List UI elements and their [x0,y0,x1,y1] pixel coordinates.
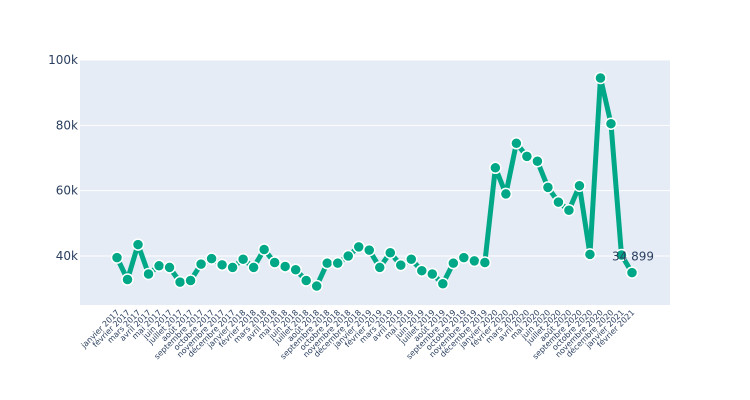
data-point[interactable] [625,266,639,279]
data-point[interactable] [184,274,197,287]
data-point[interactable] [604,117,618,130]
data-point[interactable] [531,155,544,168]
data-point[interactable] [278,260,292,273]
data-point[interactable] [121,273,134,286]
data-point[interactable] [236,253,250,266]
data-point[interactable] [615,248,628,262]
data-point[interactable] [152,259,166,273]
data-point[interactable] [320,256,334,270]
data-point[interactable] [447,256,460,270]
data-point[interactable] [247,261,260,274]
data-point[interactable] [489,161,502,175]
data-point[interactable] [436,277,450,291]
data-point[interactable] [562,204,576,217]
data-point[interactable] [163,261,176,274]
y-tick-label: 60k [56,184,78,198]
data-point[interactable] [194,257,208,271]
data-point[interactable] [173,275,187,289]
y-tick-label: 100k [48,53,78,67]
data-point[interactable] [510,137,523,150]
y-axis-ticks: 40k 60k 80k 100k [48,53,78,263]
data-point[interactable] [573,179,586,193]
data-point[interactable] [373,261,387,274]
series-markers [110,71,639,293]
data-point[interactable] [468,254,481,268]
data-point[interactable] [205,252,218,265]
data-point[interactable] [583,248,597,261]
data-point[interactable] [310,279,323,293]
data-point[interactable] [478,256,492,269]
data-point[interactable] [426,267,439,281]
data-point[interactable] [520,150,534,163]
data-point[interactable] [215,258,229,272]
data-point[interactable] [299,274,313,287]
data-point[interactable] [131,238,145,251]
data-point[interactable] [268,256,281,269]
data-point[interactable] [384,246,397,259]
y-tick-label: 80k [56,118,78,132]
data-point[interactable] [552,195,565,209]
data-point[interactable] [405,253,418,266]
data-point[interactable] [394,258,408,272]
data-point[interactable] [142,267,155,281]
data-point[interactable] [110,251,124,264]
data-point[interactable] [341,249,355,263]
gridlines [80,59,670,257]
data-label: 34 899 [612,250,654,264]
data-point[interactable] [331,256,344,270]
data-point[interactable] [257,243,271,256]
y-tick-label: 40k [56,249,78,263]
data-point[interactable] [541,181,555,194]
data-labels: 34 899 [612,250,654,264]
data-point[interactable] [289,263,302,276]
data-point[interactable] [499,187,513,201]
data-point[interactable] [594,71,607,85]
data-point[interactable] [352,240,365,254]
data-point[interactable] [362,243,376,257]
data-point[interactable] [226,261,239,274]
data-point[interactable] [415,264,429,277]
data-point[interactable] [457,251,471,264]
